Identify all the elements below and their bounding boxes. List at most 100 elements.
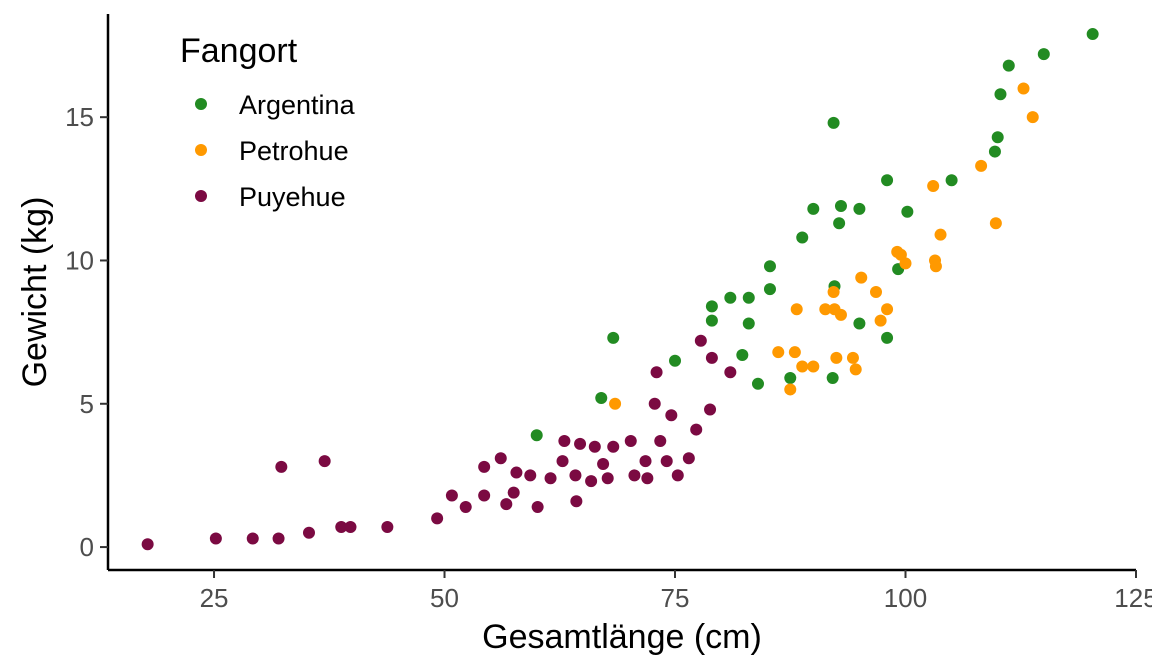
point-puyehue [500, 498, 513, 511]
point-puyehue [318, 455, 331, 468]
point-puyehue [302, 526, 315, 539]
point-puyehue [705, 351, 718, 364]
point-petrohue [830, 351, 843, 364]
point-puyehue [607, 440, 620, 453]
legend-key-petrohue [195, 144, 207, 156]
point-petrohue [788, 346, 801, 359]
legend: Fangort Argentina Petrohue Puyehue [180, 32, 356, 212]
point-puyehue [671, 469, 684, 482]
x-tick-label: 50 [430, 583, 459, 613]
point-puyehue [272, 532, 285, 545]
point-petrohue [934, 228, 947, 241]
point-argentina [881, 174, 894, 187]
point-petrohue [790, 303, 803, 316]
point-petrohue [1017, 82, 1030, 95]
point-puyehue [597, 457, 610, 470]
point-puyehue [690, 423, 703, 436]
point-argentina [796, 231, 809, 244]
point-argentina [807, 202, 820, 215]
point-argentina [724, 291, 737, 304]
point-puyehue [445, 489, 458, 502]
point-petrohue [881, 303, 894, 316]
point-puyehue [639, 455, 652, 468]
point-petrohue [834, 308, 847, 321]
point-puyehue [344, 521, 357, 534]
point-argentina [607, 331, 620, 344]
point-petrohue [609, 397, 622, 410]
point-petrohue [975, 159, 988, 172]
point-petrohue [1026, 111, 1039, 124]
point-puyehue [569, 469, 582, 482]
point-puyehue [650, 366, 663, 379]
point-argentina [994, 88, 1007, 101]
y-axis-title: Gewicht (kg) [16, 197, 54, 388]
point-puyehue [574, 437, 587, 450]
point-puyehue [624, 435, 637, 448]
point-argentina [751, 377, 764, 390]
point-argentina [1086, 28, 1099, 41]
point-puyehue [724, 366, 737, 379]
point-argentina [901, 205, 914, 218]
point-puyehue [570, 495, 583, 508]
legend-label-argentina: Argentina [239, 90, 356, 120]
x-tick-label: 75 [661, 583, 690, 613]
point-argentina [763, 260, 776, 273]
point-argentina [742, 291, 755, 304]
point-petrohue [796, 360, 809, 373]
point-puyehue [335, 521, 348, 534]
point-puyehue [141, 538, 154, 551]
legend-label-petrohue: Petrohue [239, 136, 349, 166]
point-puyehue [654, 435, 667, 448]
point-puyehue [431, 512, 444, 525]
x-tick-label: 100 [884, 583, 927, 613]
x-axis-ticks: 25 50 75 100 125 [200, 570, 1152, 613]
point-argentina [736, 349, 749, 362]
point-argentina [988, 145, 1001, 158]
point-puyehue [682, 452, 695, 465]
point-puyehue [585, 475, 598, 488]
y-tick-label: 15 [65, 102, 94, 132]
point-argentina [827, 116, 840, 129]
point-argentina [853, 317, 866, 330]
point-argentina [705, 300, 718, 313]
point-puyehue [209, 532, 222, 545]
point-petrohue [874, 314, 887, 327]
point-puyehue [648, 397, 661, 410]
point-puyehue [478, 489, 491, 502]
point-puyehue [694, 334, 707, 347]
points-layer [141, 28, 1099, 551]
point-puyehue [381, 521, 394, 534]
point-petrohue [807, 360, 820, 373]
y-tick-label: 0 [80, 532, 94, 562]
point-argentina [834, 200, 847, 213]
point-argentina [881, 331, 894, 344]
point-petrohue [989, 217, 1002, 230]
point-puyehue [459, 500, 472, 513]
point-puyehue [246, 532, 259, 545]
point-puyehue [544, 472, 557, 485]
point-argentina [595, 392, 608, 405]
point-petrohue [870, 286, 883, 298]
point-petrohue [929, 260, 942, 273]
point-petrohue [927, 179, 940, 192]
point-puyehue [478, 460, 491, 473]
legend-title: Fangort [180, 32, 298, 70]
point-puyehue [704, 403, 717, 416]
point-petrohue [849, 363, 862, 376]
point-puyehue [507, 486, 520, 499]
point-petrohue [819, 303, 832, 316]
point-petrohue [772, 346, 785, 359]
legend-key-puyehue [195, 190, 207, 202]
legend-key-argentina [195, 98, 207, 110]
y-tick-label: 5 [80, 389, 94, 419]
point-argentina [530, 429, 543, 442]
point-puyehue [628, 469, 641, 482]
point-argentina [705, 314, 718, 327]
point-petrohue [827, 286, 840, 298]
point-puyehue [665, 409, 678, 422]
y-axis-ticks: 0 5 10 15 [65, 102, 108, 562]
point-argentina [1037, 48, 1050, 61]
x-axis-title: Gesamtlänge (cm) [482, 618, 762, 656]
point-petrohue [846, 351, 859, 364]
